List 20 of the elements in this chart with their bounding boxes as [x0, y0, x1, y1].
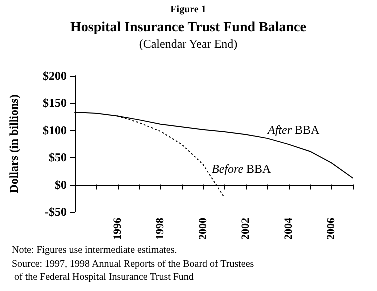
series-label: After BBA — [267, 123, 320, 137]
y-tick-label: $50 — [49, 150, 67, 165]
y-tick-label: $150 — [43, 96, 67, 110]
x-tick-label: 2006 — [326, 218, 338, 240]
x-tick-label: 2002 — [240, 218, 252, 240]
x-tick-label: 2004 — [282, 218, 295, 240]
y-tick-label: $0 — [55, 178, 67, 192]
caption: Figure 1 — [170, 4, 206, 16]
y-tick-label: $200 — [43, 69, 67, 83]
y-tick-label: $100 — [43, 123, 67, 138]
chart-title: Hospital Insurance Trust Fund Balance — [70, 20, 306, 36]
y-axis-title: Dollars (in billions) — [7, 94, 21, 194]
x-tick-label: 2000 — [197, 218, 210, 240]
series-label: Before BBA — [212, 162, 272, 176]
source-note: Source: 1997, 1998 Annual Reports of the Board of Trustees of the Federal Hospital Insurance Trust Fund — [12, 259, 254, 283]
x-tick-label: 1996 — [112, 218, 124, 240]
x-tick-label: 1998 — [154, 218, 167, 240]
y-tick-label: -$50 — [45, 205, 67, 219]
text: Note: Figures use intermediate estimates. — [12, 245, 178, 256]
chart-subtitle: (Calendar Year End) — [139, 37, 238, 51]
